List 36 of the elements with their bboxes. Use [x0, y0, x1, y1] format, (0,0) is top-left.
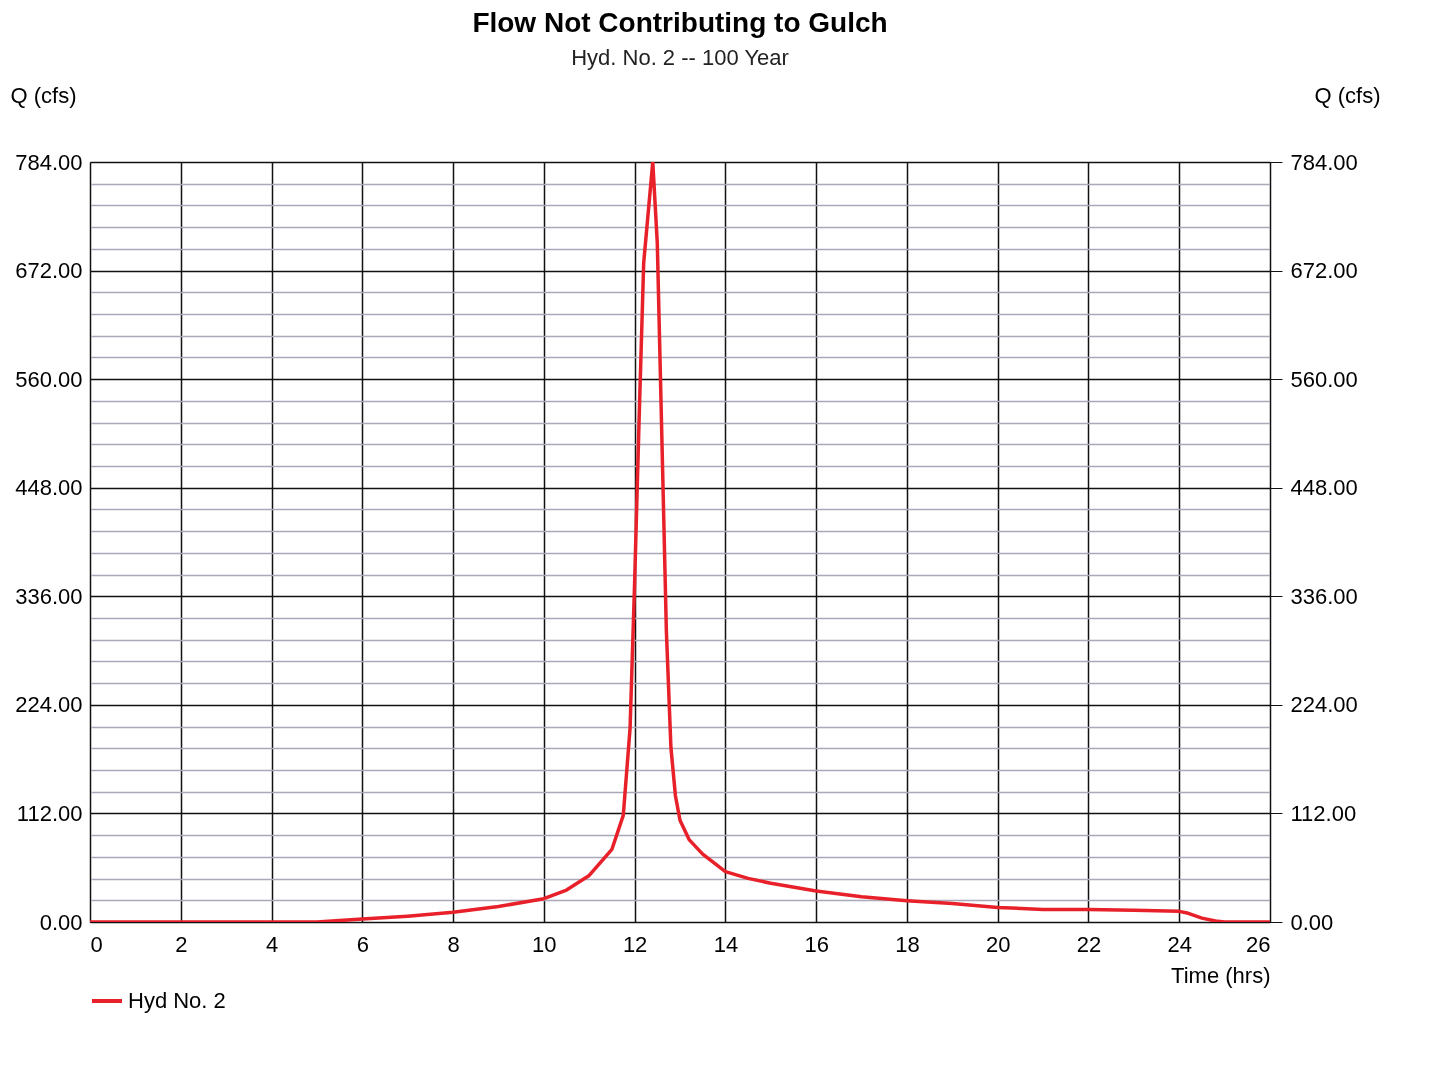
x-tick-label: 12 — [622, 931, 648, 957]
x-tick-label: 4 — [265, 931, 279, 957]
x-tick-label: 10 — [532, 931, 557, 957]
x-tick-label: 26 — [1246, 931, 1271, 957]
y2-axis-title: Q (cfs) — [1314, 82, 1381, 108]
x-tick-label: 14 — [713, 931, 739, 957]
y-axis-title: Q (cfs) — [10, 82, 77, 108]
y-tick-label: 784.00 — [15, 149, 83, 175]
y2-tick-label: 560.00 — [1290, 366, 1358, 392]
y2-tick-label: 336.00 — [1290, 583, 1358, 609]
legend-label: Hyd No. 2 — [128, 988, 226, 1013]
chart-title: Flow Not Contributing to Gulch — [472, 7, 888, 38]
x-tick-label: 2 — [175, 931, 188, 957]
x-tick-label: 8 — [447, 931, 460, 957]
y-tick-label: 112.00 — [16, 800, 83, 826]
x-axis-title: Time (hrs) — [1171, 962, 1271, 988]
y-tick-label: 0.00 — [39, 909, 83, 935]
x-tick-label: 22 — [1076, 931, 1102, 957]
y-tick-label: 336.00 — [15, 583, 83, 609]
chart-subtitle: Hyd. No. 2 -- 100 Year — [571, 45, 789, 70]
y-tick-label: 672.00 — [15, 258, 83, 284]
x-tick-label: 16 — [804, 931, 829, 957]
x-tick-label: 20 — [985, 931, 1011, 957]
y2-tick-label: 672.00 — [1290, 258, 1358, 284]
y2-tick-label: 0.00 — [1290, 909, 1334, 935]
x-tick-label: 0 — [90, 931, 103, 957]
y2-tick-label: 112.00 — [1290, 800, 1357, 826]
y-tick-label: 224.00 — [15, 692, 83, 718]
y2-tick-label: 784.00 — [1290, 149, 1358, 175]
y-tick-label: 560.00 — [15, 366, 83, 392]
y2-tick-label: 448.00 — [1290, 475, 1358, 501]
y2-tick-label: 224.00 — [1290, 692, 1358, 718]
x-tick-label: 24 — [1167, 931, 1192, 957]
x-tick-label: 6 — [356, 931, 369, 957]
y-tick-label: 448.00 — [15, 475, 83, 501]
x-tick-label: 18 — [895, 931, 920, 957]
